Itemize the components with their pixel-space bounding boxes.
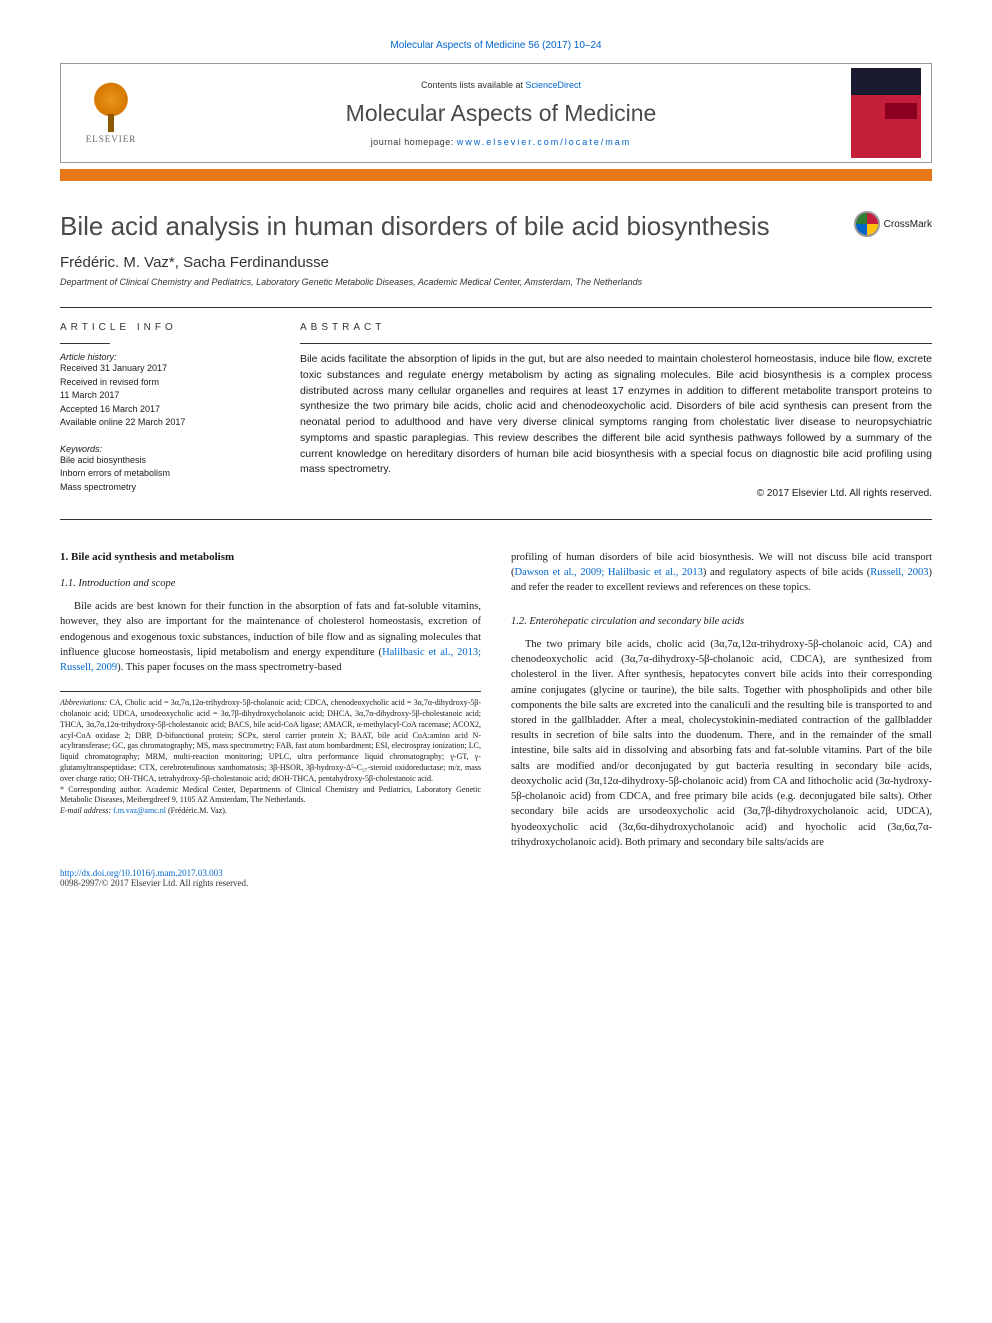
abbr-text: CA, Cholic acid = 3α,7α,12α-trihydroxy-5…: [60, 698, 481, 783]
doi-link[interactable]: http://dx.doi.org/10.1016/j.mam.2017.03.…: [60, 868, 932, 878]
email-line: E-mail address: f.m.vaz@amc.nl (Frédéric…: [60, 806, 481, 817]
corresponding-author: * Corresponding author. Academic Medical…: [60, 785, 481, 807]
subsection-heading: 1.1. Introduction and scope: [60, 576, 481, 591]
authors: Frédéric. M. Vaz*, Sacha Ferdinandusse: [60, 254, 932, 271]
body-columns: 1. Bile acid synthesis and metabolism 1.…: [60, 550, 932, 850]
journal-reference: Molecular Aspects of Medicine 56 (2017) …: [60, 40, 932, 51]
history-item: Received 31 January 2017: [60, 362, 260, 376]
issn-copyright: 0098-2997/© 2017 Elsevier Ltd. All right…: [60, 878, 932, 888]
homepage-line: journal homepage: www.elsevier.com/locat…: [151, 137, 851, 147]
text-run: ). This paper focuses on the mass spectr…: [117, 662, 341, 673]
keyword-item: Mass spectrometry: [60, 481, 260, 495]
footnote-block: Abbreviations: CA, Cholic acid = 3α,7α,1…: [60, 691, 481, 817]
citation-link[interactable]: Dawson et al., 2009; Halilbasic et al., …: [515, 567, 703, 578]
body-paragraph: The two primary bile acids, cholic acid …: [511, 637, 932, 850]
history-item: Received in revised form: [60, 376, 260, 390]
meta-hr: [60, 343, 110, 344]
title-row: Bile acid analysis in human disorders of…: [60, 211, 932, 242]
email-name: (Frédéric.M. Vaz).: [166, 806, 227, 815]
history-item: Available online 22 March 2017: [60, 416, 260, 430]
journal-header: ELSEVIER Contents lists available at Sci…: [60, 63, 932, 163]
article-info-column: ARTICLE INFO Article history: Received 3…: [60, 322, 260, 499]
section-heading: 1. Bile acid synthesis and metabolism: [60, 550, 481, 566]
abstract-hr: [300, 343, 932, 344]
crossmark-badge[interactable]: CrossMark: [854, 211, 932, 237]
journal-name: Molecular Aspects of Medicine: [151, 100, 851, 127]
article-title: Bile acid analysis in human disorders of…: [60, 211, 854, 242]
keyword-item: Bile acid biosynthesis: [60, 454, 260, 468]
divider-top: [60, 307, 932, 308]
column-left: 1. Bile acid synthesis and metabolism 1.…: [60, 550, 481, 850]
subsection-heading: 1.2. Enterohepatic circulation and secon…: [511, 614, 932, 629]
crossmark-icon: [854, 211, 880, 237]
journal-homepage-link[interactable]: www.elsevier.com/locate/mam: [457, 137, 632, 147]
citation-link[interactable]: Russell, 2003: [870, 567, 928, 578]
body-paragraph: Bile acids are best known for their func…: [60, 599, 481, 675]
contents-line: Contents lists available at ScienceDirec…: [151, 80, 851, 90]
article-info-label: ARTICLE INFO: [60, 322, 260, 333]
contents-prefix: Contents lists available at: [421, 80, 526, 90]
keywords-label: Keywords:: [60, 444, 260, 454]
publisher-name: ELSEVIER: [86, 134, 137, 144]
crossmark-label: CrossMark: [884, 219, 932, 230]
abstract-column: ABSTRACT Bile acids facilitate the absor…: [300, 322, 932, 499]
column-right: profiling of human disorders of bile aci…: [511, 550, 932, 850]
abbreviations: Abbreviations: CA, Cholic acid = 3α,7α,1…: [60, 698, 481, 784]
journal-cover-thumbnail: [851, 68, 921, 158]
text-run: ) and regulatory aspects of bile acids (: [703, 567, 870, 578]
keyword-item: Inborn errors of metabolism: [60, 467, 260, 481]
body-paragraph: profiling of human disorders of bile aci…: [511, 550, 932, 596]
homepage-prefix: journal homepage:: [371, 137, 457, 147]
sciencedirect-link[interactable]: ScienceDirect: [526, 80, 582, 90]
affiliation: Department of Clinical Chemistry and Ped…: [60, 277, 932, 287]
header-center: Contents lists available at ScienceDirec…: [151, 80, 851, 147]
accent-bar: [60, 169, 932, 181]
email-label: E-mail address:: [60, 806, 111, 815]
history-item: 11 March 2017: [60, 389, 260, 403]
meta-row: ARTICLE INFO Article history: Received 3…: [60, 322, 932, 499]
email-link[interactable]: f.m.vaz@amc.nl: [113, 806, 166, 815]
abbr-label: Abbreviations:: [60, 698, 107, 707]
abstract-copyright: © 2017 Elsevier Ltd. All rights reserved…: [300, 488, 932, 499]
history-label: Article history:: [60, 352, 260, 362]
elsevier-tree-icon: [86, 82, 136, 132]
elsevier-logo: ELSEVIER: [71, 68, 151, 158]
divider-bottom: [60, 519, 932, 520]
history-item: Accepted 16 March 2017: [60, 403, 260, 417]
abstract-label: ABSTRACT: [300, 322, 932, 333]
corr-label: * Corresponding author.: [60, 785, 142, 794]
abstract-text: Bile acids facilitate the absorption of …: [300, 352, 932, 478]
